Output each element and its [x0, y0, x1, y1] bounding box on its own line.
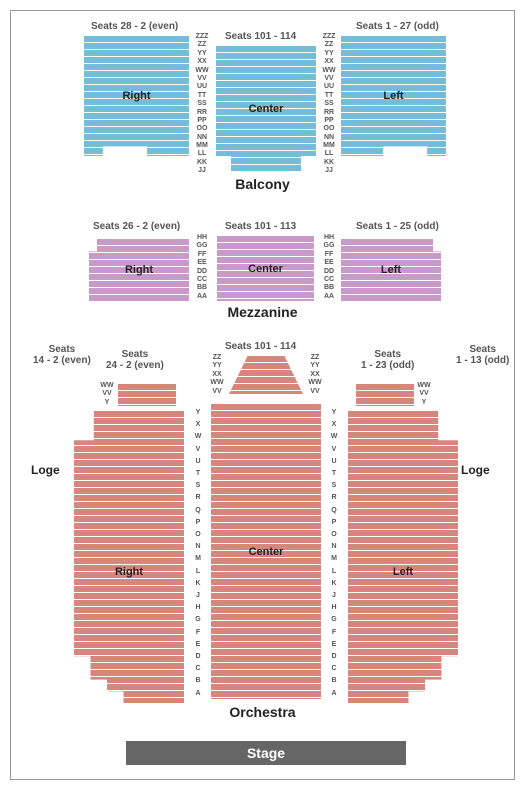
mezz-left-seats-label: Seats 1 - 25 (odd): [356, 221, 439, 232]
mezz-center-label: Center: [248, 263, 283, 275]
balcony-left-label: Left: [383, 90, 403, 102]
orch-right-section[interactable]: Right: [74, 411, 184, 703]
balcony-right-section[interactable]: Right: [84, 36, 189, 156]
mezz-rows-right: HHGGFFEEDDCCBBAA: [319, 234, 339, 301]
orch-right-outer-seats-label: Seats 14 - 2 (even): [33, 344, 91, 366]
orchestra-title: Orchestra: [11, 704, 514, 720]
orch-center-seats-label: Seats 101 - 114: [225, 341, 296, 352]
balcony-rows-right: ZZZZZYYXXWWVVUUTTSSRRPPOONNMMLLKKJJ: [319, 33, 339, 176]
mezz-center-seats-label: Seats 101 - 113: [225, 221, 296, 232]
loge-left-1[interactable]: [458, 375, 491, 398]
orch-upper-right-outer: WWVVY: [414, 382, 434, 407]
orch-mainrows-left: YXWVUTSRQPONMLKJHGFEDCBA: [189, 407, 207, 700]
seating-chart: Seats 28 - 2 (even) Seats 101 - 114 Seat…: [10, 10, 515, 780]
mezz-right-section[interactable]: Right: [89, 239, 189, 301]
orch-center-section[interactable]: Center: [211, 404, 321, 699]
mezz-rows-left: HHGGFFEEDDCCBBAA: [192, 234, 212, 301]
balcony-right-seats-label: Seats 28 - 2 (even): [91, 21, 178, 32]
orch-toprows-left: ZZYYXXWWVV: [207, 354, 227, 396]
balcony-center-seats-label: Seats 101 - 114: [225, 31, 296, 42]
stage: Stage: [126, 741, 406, 765]
mezz-right-seats-label: Seats 26 - 2 (even): [93, 221, 180, 232]
balcony-right-label: Right: [122, 90, 150, 102]
loge-left-2[interactable]: [462, 405, 495, 428]
balcony-center-section[interactable]: Center: [216, 46, 316, 171]
balcony-center-label: Center: [249, 103, 284, 115]
orch-right-inner-seats-label: Seats 24 - 2 (even): [106, 349, 164, 371]
orch-right-label: Right: [115, 566, 143, 578]
orch-toprows-right: ZZYYXXWWVV: [305, 354, 325, 396]
loge-left-title: Loge: [461, 463, 490, 477]
mezz-center-section[interactable]: Center: [217, 236, 314, 301]
orch-left-label: Left: [393, 566, 413, 578]
orch-center-top[interactable]: [229, 356, 303, 394]
balcony-left-seats-label: Seats 1 - 27 (odd): [356, 21, 439, 32]
mezz-title: Mezzanine: [11, 304, 514, 320]
orch-left-outer-seats-label: Seats 1 - 13 (odd): [456, 344, 509, 366]
orch-center-label: Center: [249, 546, 284, 558]
loge-right-1[interactable]: [40, 375, 73, 398]
balcony-rows-left: ZZZZZYYXXWWVVUUTTSSRRPPOONNMMLLKKJJ: [192, 33, 212, 176]
loge-right-3[interactable]: [34, 437, 67, 460]
balcony-title: Balcony: [11, 176, 514, 192]
orch-upper-left-outer: WWVVY: [97, 382, 117, 407]
stage-label: Stage: [247, 745, 285, 761]
mezz-left-label: Left: [381, 264, 401, 276]
balcony-left-section[interactable]: Left: [341, 36, 446, 156]
mezz-right-label: Right: [125, 264, 153, 276]
loge-left-3[interactable]: [464, 437, 497, 460]
orch-left-inner-seats-label: Seats 1 - 23 (odd): [361, 349, 414, 371]
orch-left-upper[interactable]: [356, 384, 414, 406]
orch-right-upper[interactable]: [118, 384, 176, 406]
mezz-left-section[interactable]: Left: [341, 239, 441, 301]
loge-right-2[interactable]: [36, 405, 69, 428]
loge-right-title: Loge: [31, 463, 60, 477]
orch-mainrows-right: YXWVUTSRQPONMLKJHGFEDCBA: [325, 407, 343, 700]
orch-left-section[interactable]: Left: [348, 411, 458, 703]
